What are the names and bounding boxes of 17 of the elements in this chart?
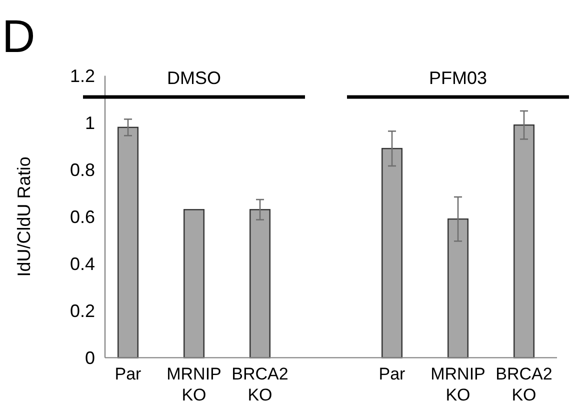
y-axis-title: IdU/CldU Ratio: [14, 156, 34, 277]
x-tick-label: Par: [378, 364, 406, 384]
x-tick-label: MRNIP KO: [166, 364, 222, 405]
text: D: [2, 10, 36, 62]
y-tick-label: 0.8: [70, 160, 95, 180]
y-tick-label: 1.2: [70, 66, 95, 86]
y-tick-label: 1: [84, 113, 95, 133]
x-tick-label: BRCA2 KO: [496, 364, 552, 405]
x-tick-label: BRCA2 KO: [232, 364, 288, 405]
x-tick-label: Par: [114, 364, 142, 384]
y-tick-label: 0.2: [70, 301, 95, 321]
y-tick-label: 0.6: [70, 207, 95, 227]
annotation: DMSO: [167, 68, 221, 88]
y-tick-label: 0: [84, 348, 95, 368]
y-tick-label: 0.4: [70, 254, 95, 274]
x-tick-label: MRNIP KO: [430, 364, 486, 405]
annotation: PFM03: [428, 68, 488, 88]
